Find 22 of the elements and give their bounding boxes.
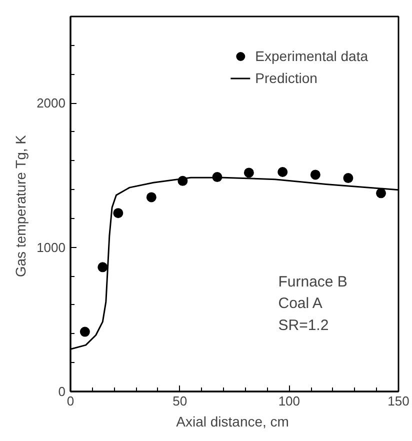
point	[113, 208, 124, 218]
point	[376, 188, 386, 198]
point	[278, 166, 288, 177]
x-tick-label: 100	[278, 394, 300, 408]
annotation: Furnace B	[278, 274, 348, 291]
point	[244, 168, 254, 178]
annotation: Coal A	[278, 295, 322, 312]
y-tick-label: 2000	[36, 96, 66, 111]
y-axis-title: Gas temperature Tg, K	[12, 134, 29, 278]
point	[80, 326, 90, 337]
annotation: SR=1.2	[278, 316, 329, 334]
point	[310, 170, 320, 180]
point	[98, 262, 108, 272]
x-axis-title: Axial distance, cm	[176, 414, 289, 430]
y-tick-label: 1000	[36, 240, 66, 255]
legend-label: Prediction	[255, 70, 318, 86]
point	[146, 192, 156, 202]
x-tick-label: 150	[388, 394, 410, 408]
y-tick-label: 0	[58, 384, 66, 399]
point	[343, 173, 354, 184]
legend-label: Experimental data	[255, 48, 368, 64]
x-tick-label: 50	[172, 394, 188, 408]
